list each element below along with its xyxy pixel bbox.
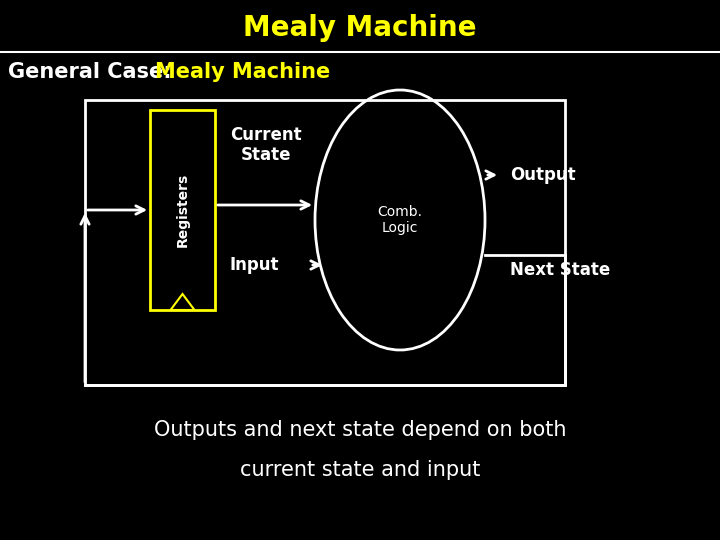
- Text: current state and input: current state and input: [240, 460, 480, 480]
- Bar: [85, 100, 565, 385]
- Bar: [150, 110, 215, 310]
- Text: Mealy Machine: Mealy Machine: [155, 62, 330, 82]
- Text: Next State: Next State: [510, 261, 611, 279]
- Text: Registers: Registers: [176, 173, 189, 247]
- Text: Mealy Machine: Mealy Machine: [243, 14, 477, 42]
- Text: General Case:: General Case:: [8, 62, 179, 82]
- Text: Outputs and next state depend on both: Outputs and next state depend on both: [154, 420, 566, 440]
- Text: Comb.
Logic: Comb. Logic: [377, 205, 423, 235]
- Text: Input: Input: [230, 256, 279, 274]
- Text: Output: Output: [510, 166, 575, 184]
- Text: Current
State: Current State: [230, 126, 302, 164]
